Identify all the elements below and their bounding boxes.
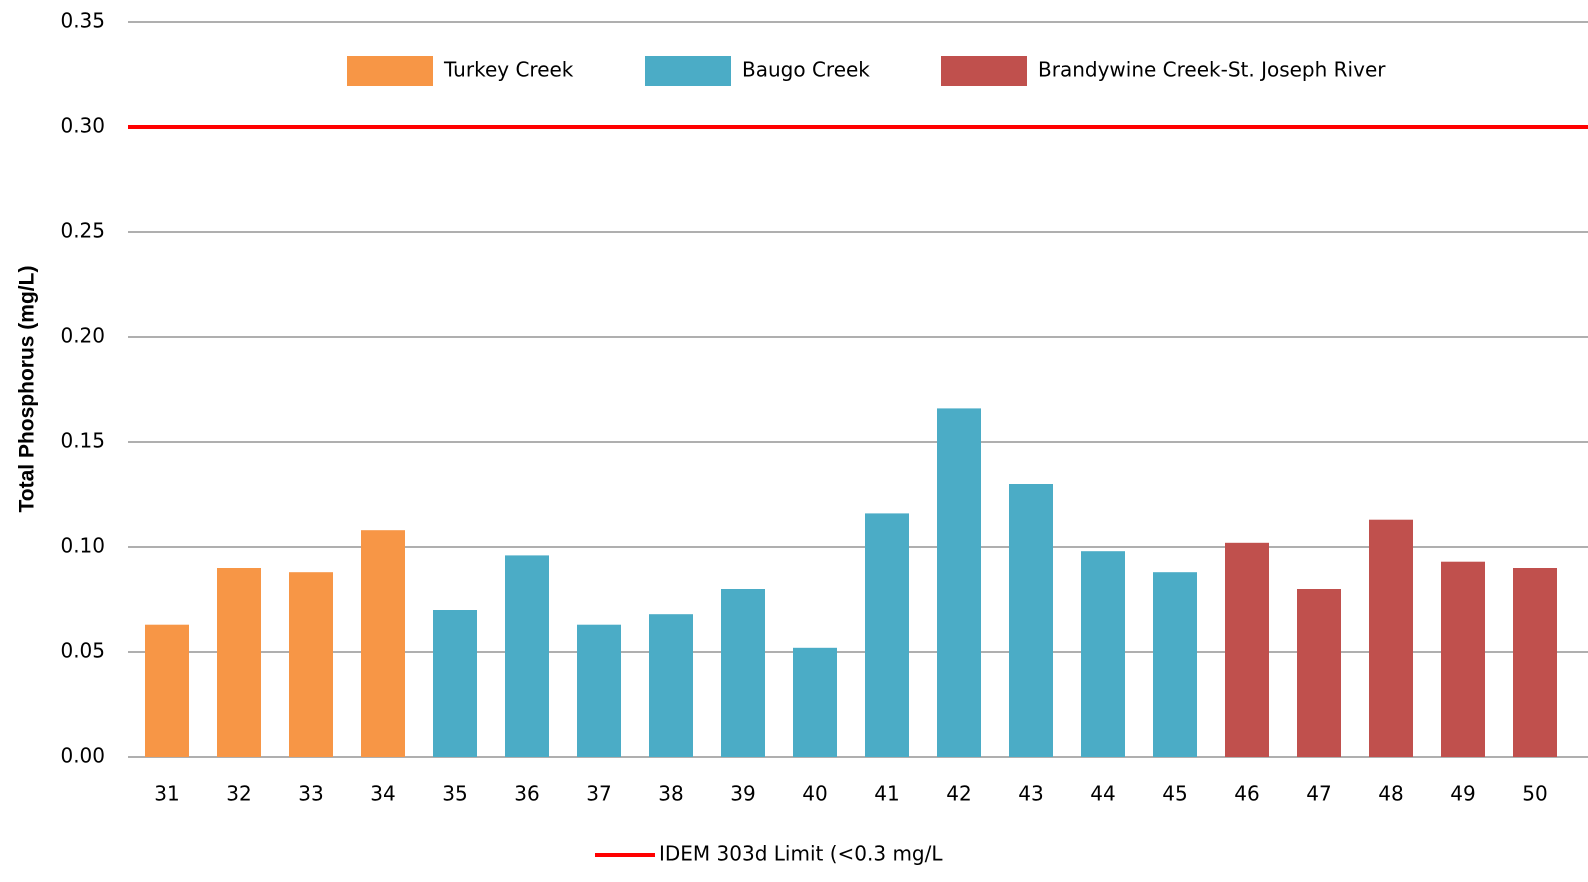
- y-axis-title: Total Phosphorus (mg/L): [16, 266, 39, 513]
- x-tick-label: 35: [442, 782, 467, 806]
- x-tick-label: 34: [370, 782, 395, 806]
- x-tick-label: 46: [1234, 782, 1259, 806]
- bar: [361, 530, 405, 757]
- bar: [937, 408, 981, 757]
- y-tick-label: 0.25: [60, 219, 105, 243]
- bar: [1297, 589, 1341, 757]
- y-tick-label: 0.15: [60, 429, 105, 453]
- bar: [1441, 561, 1485, 757]
- legend-swatch: [941, 56, 1027, 86]
- x-tick-label: 45: [1162, 782, 1187, 806]
- x-tick-label: 41: [874, 782, 899, 806]
- legend-swatch: [645, 56, 731, 86]
- x-tick-label: 39: [730, 782, 755, 806]
- x-tick-label: 49: [1450, 782, 1475, 806]
- x-tick-label: 36: [514, 782, 539, 806]
- bar: [1009, 484, 1053, 757]
- bar: [1081, 551, 1125, 757]
- legend-label: Turkey Creek: [443, 58, 574, 82]
- x-tick-label: 40: [802, 782, 827, 806]
- y-tick-label: 0.35: [60, 9, 105, 33]
- bar: [793, 647, 837, 757]
- legend-label: IDEM 303d Limit (<0.3 mg/L: [659, 842, 943, 866]
- bar: [1225, 542, 1269, 757]
- bar: [1153, 572, 1197, 757]
- bar: [289, 572, 333, 757]
- bar: [1513, 568, 1557, 757]
- bar: [649, 614, 693, 757]
- y-tick-label: 0.20: [60, 324, 105, 348]
- bar: [577, 624, 621, 757]
- legend-swatch: [347, 56, 433, 86]
- bar: [721, 589, 765, 757]
- legend-label: Brandywine Creek-St. Joseph River: [1038, 58, 1386, 82]
- y-tick-label: 0.00: [60, 744, 105, 768]
- bar: [145, 624, 189, 757]
- x-tick-label: 38: [658, 782, 683, 806]
- bar: [433, 610, 477, 757]
- y-tick-label: 0.10: [60, 534, 105, 558]
- x-tick-label: 33: [298, 782, 323, 806]
- bar: [1369, 519, 1413, 757]
- y-tick-label: 0.05: [60, 639, 105, 663]
- x-tick-label: 48: [1378, 782, 1403, 806]
- y-tick-label: 0.30: [60, 114, 105, 138]
- x-tick-label: 47: [1306, 782, 1331, 806]
- bar: [217, 568, 261, 757]
- bar: [505, 555, 549, 757]
- bar: [865, 513, 909, 757]
- x-tick-label: 32: [226, 782, 251, 806]
- x-tick-label: 42: [946, 782, 971, 806]
- x-tick-label: 50: [1522, 782, 1547, 806]
- x-tick-label: 31: [154, 782, 179, 806]
- x-tick-label: 44: [1090, 782, 1115, 806]
- x-tick-label: 37: [586, 782, 611, 806]
- x-tick-label: 43: [1018, 782, 1043, 806]
- legend-label: Baugo Creek: [742, 58, 870, 82]
